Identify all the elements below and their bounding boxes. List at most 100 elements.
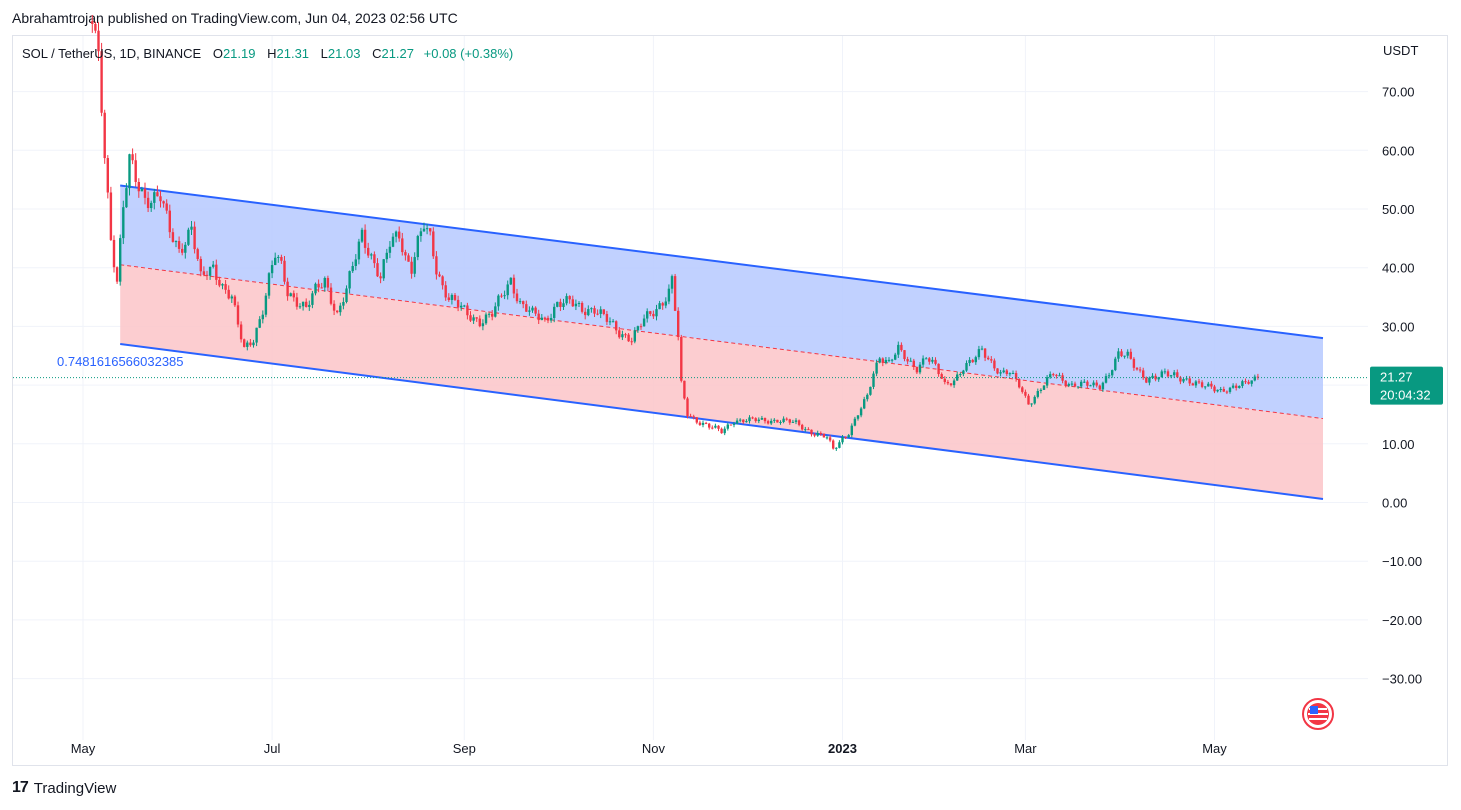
candle-body bbox=[357, 241, 361, 260]
candle-body bbox=[1238, 385, 1241, 388]
candle-body bbox=[841, 437, 844, 443]
candle-body bbox=[754, 418, 757, 422]
candle-body bbox=[112, 239, 116, 268]
candle-body bbox=[1045, 377, 1049, 386]
candle-body bbox=[1011, 373, 1015, 375]
candle-body bbox=[391, 236, 395, 247]
candle-body bbox=[153, 192, 156, 203]
candle-body bbox=[218, 279, 221, 286]
candle-body bbox=[785, 418, 788, 420]
candle-body bbox=[828, 437, 832, 441]
candle-body bbox=[348, 271, 351, 289]
candle-body bbox=[804, 429, 807, 431]
candle-body bbox=[751, 417, 754, 419]
time-tick-label: Nov bbox=[642, 741, 666, 756]
candle-body bbox=[289, 293, 292, 297]
candle-body bbox=[360, 229, 364, 242]
candle-body bbox=[435, 256, 438, 275]
candle-body bbox=[255, 327, 258, 343]
candle-body bbox=[94, 23, 97, 31]
candle-body bbox=[199, 258, 202, 272]
price-tick-label: −20.00 bbox=[1382, 613, 1422, 628]
candle-body bbox=[540, 317, 543, 321]
candle-body bbox=[1157, 377, 1160, 380]
candle-body bbox=[928, 358, 931, 362]
candle-body bbox=[1058, 375, 1061, 377]
candle-body bbox=[1101, 382, 1105, 390]
candle-body bbox=[881, 358, 884, 363]
price-tick-label: 40.00 bbox=[1382, 261, 1415, 276]
candle-body bbox=[1098, 385, 1101, 390]
candle-body bbox=[993, 360, 996, 369]
candle-body bbox=[757, 419, 760, 422]
candle-body bbox=[1117, 351, 1120, 359]
candle-body bbox=[280, 256, 283, 261]
candle-body bbox=[295, 297, 299, 307]
candle-body bbox=[500, 295, 503, 297]
candle-body bbox=[193, 226, 196, 250]
candle-body bbox=[723, 428, 726, 434]
candle-body bbox=[863, 399, 866, 409]
candle-body bbox=[652, 313, 655, 317]
candle-body bbox=[205, 274, 209, 276]
candle-body bbox=[844, 437, 847, 439]
candle-body bbox=[807, 429, 810, 431]
candle-body bbox=[565, 296, 568, 304]
time-tick-label: Mar bbox=[1014, 741, 1037, 756]
candle-body bbox=[1250, 380, 1253, 384]
candle-body bbox=[460, 305, 463, 308]
symbol-name[interactable]: SOL / TetherUS, 1D, BINANCE bbox=[22, 46, 202, 61]
candle-body bbox=[980, 348, 984, 350]
candle-body bbox=[850, 425, 853, 436]
published-header: Abrahamtrojan published on TradingView.c… bbox=[12, 10, 458, 26]
open-value: 21.19 bbox=[222, 46, 256, 61]
candle-body bbox=[801, 424, 804, 430]
candle-body bbox=[224, 284, 227, 290]
candle-body bbox=[1197, 381, 1201, 383]
candle-body bbox=[745, 421, 748, 423]
candle-body bbox=[1191, 383, 1194, 386]
candle-body bbox=[943, 378, 946, 382]
candle-body bbox=[686, 398, 689, 417]
candle-body bbox=[264, 295, 268, 315]
candle-body bbox=[1138, 369, 1142, 371]
candle-body bbox=[1080, 381, 1083, 387]
candle-body bbox=[940, 374, 943, 379]
candle-body bbox=[1049, 374, 1052, 378]
candle-body bbox=[1089, 385, 1092, 387]
flag-icon[interactable] bbox=[1302, 698, 1334, 730]
candle-body bbox=[1213, 386, 1216, 392]
candle-body bbox=[909, 360, 912, 362]
candle-body bbox=[562, 303, 565, 307]
candle-body bbox=[1064, 380, 1067, 386]
candle-body bbox=[726, 424, 729, 429]
candle-body bbox=[249, 342, 252, 346]
candle-body bbox=[407, 255, 410, 262]
candle-body bbox=[670, 276, 674, 289]
candle-body bbox=[646, 311, 649, 319]
candle-body bbox=[1247, 381, 1250, 384]
candle-body bbox=[701, 422, 705, 425]
candle-body bbox=[537, 313, 540, 321]
candle-body bbox=[463, 305, 466, 307]
candle-body bbox=[339, 305, 342, 313]
candle-body bbox=[689, 416, 692, 418]
candle-body bbox=[791, 421, 795, 423]
footer-brand[interactable]: TradingView bbox=[33, 779, 117, 797]
price-tick-label: −10.00 bbox=[1382, 554, 1422, 569]
candle-body bbox=[187, 229, 190, 245]
price-tag-value: 21.27 bbox=[1380, 370, 1413, 385]
candle-body bbox=[766, 421, 770, 424]
candle-body bbox=[1039, 389, 1043, 391]
candle-body bbox=[639, 326, 643, 328]
tradingview-logo-icon[interactable]: 17 bbox=[12, 779, 29, 796]
chart-frame bbox=[12, 35, 1448, 766]
candle-body bbox=[1222, 389, 1225, 392]
candle-body bbox=[478, 318, 481, 327]
candle-body bbox=[177, 241, 181, 249]
candle-body bbox=[456, 299, 460, 308]
candle-body bbox=[243, 339, 246, 347]
candle-body bbox=[252, 342, 255, 346]
candle-body bbox=[633, 330, 636, 342]
